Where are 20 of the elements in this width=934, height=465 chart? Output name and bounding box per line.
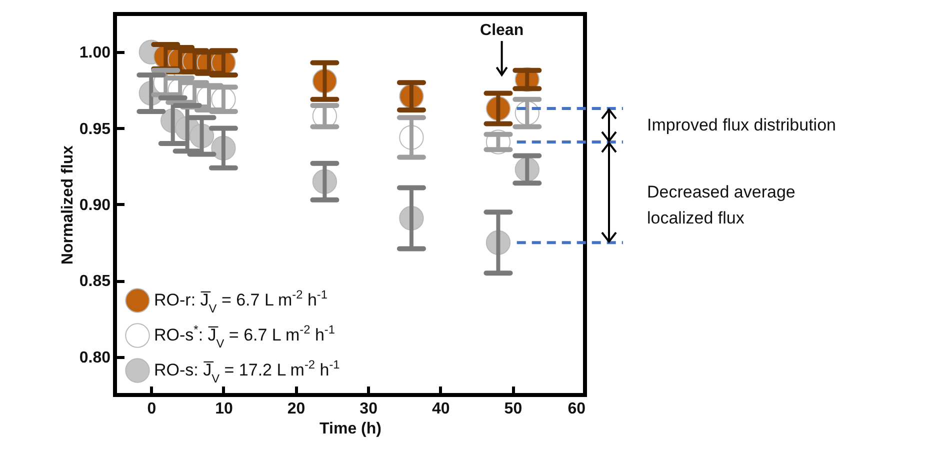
x-tick-label: 0 xyxy=(147,400,156,418)
x-tick-label: 60 xyxy=(568,400,586,418)
annotation: Clean xyxy=(480,22,524,39)
x-tick-label: 30 xyxy=(360,400,378,418)
legend-label: RO-s$^{*}$: J̅$_{V}$ = 6.7 L m$^{-2}$ h$^{-1}$ xyxy=(154,322,336,350)
y-tick-label: 0.95 xyxy=(79,120,111,138)
legend-label: RO-r: J̅$_{V}$ = 6.7 L m$^{-2}$ h$^{-1}$ xyxy=(154,288,328,316)
legend-label: RO-s: J̅$_{V}$ = 17.2 L m$^{-2}$ h$^{-1}$ xyxy=(154,358,340,386)
y-tick-label: 1.00 xyxy=(79,44,111,62)
text: Improved flux distribution xyxy=(647,115,836,134)
x-axis-title: Time (h) xyxy=(320,420,382,438)
x-tick-label: 50 xyxy=(504,400,522,418)
x-tick-label: 20 xyxy=(287,400,306,418)
y-tick-label: 0.80 xyxy=(79,349,111,366)
y-axis-title: Normalized flux xyxy=(59,145,76,265)
y-tick-label: 0.90 xyxy=(79,197,111,214)
y-tick-label: 0.85 xyxy=(79,273,111,290)
x-tick-label: 40 xyxy=(432,400,450,418)
text: Decreased average localized flux xyxy=(647,182,796,228)
x-tick-label: 10 xyxy=(215,400,233,418)
